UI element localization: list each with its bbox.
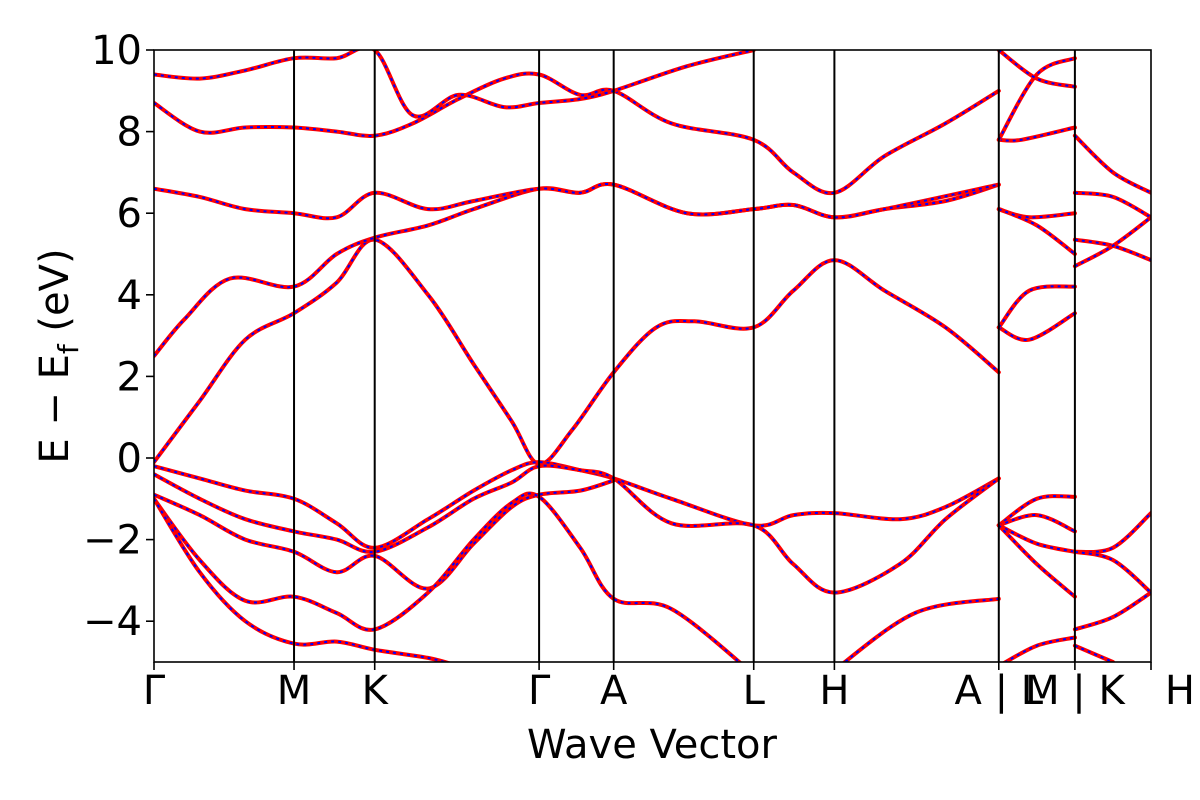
- band-dash-2: [154, 182, 1000, 220]
- y-tick-label: 10: [91, 28, 142, 74]
- band-line-27: [1072, 511, 1151, 554]
- y-tick-label: 0: [117, 436, 142, 482]
- x-tick-label: M: [277, 668, 312, 714]
- x-axis-ticks: Γ M K Γ A L H A | LM | K H: [143, 662, 1195, 714]
- band-dash-7: [154, 479, 614, 590]
- band-line-17: [996, 284, 1077, 330]
- band-line-4: [154, 50, 756, 119]
- band-dash-19: [998, 514, 1076, 533]
- y-tick-label: 8: [117, 110, 142, 156]
- band-dash-20: [998, 524, 1076, 553]
- y-tick-label: 6: [117, 191, 142, 237]
- bands-layer: [154, 50, 1151, 662]
- band-dash-9: [154, 498, 449, 662]
- band-line-23: [1072, 133, 1151, 195]
- band-dash-12: [997, 57, 1076, 141]
- band-line-18: [996, 494, 1077, 528]
- band-dash-24: [1074, 191, 1151, 219]
- y-tick-label: −4: [83, 599, 142, 645]
- band-dash-3: [154, 72, 1000, 195]
- x-tick-label: L: [743, 668, 766, 714]
- band-dash-30: [1074, 644, 1114, 662]
- band-line-13: [996, 50, 1077, 89]
- x-tick-label: H: [1165, 668, 1195, 714]
- band-dash-13: [998, 50, 1076, 88]
- band-dash-25: [1074, 238, 1151, 262]
- band-line-29: [1072, 590, 1151, 632]
- band-dash-23: [1074, 134, 1151, 194]
- band-line-12: [996, 56, 1077, 142]
- band-dash-10: [843, 597, 999, 662]
- band-dash-21: [998, 524, 1076, 598]
- band-dash-11: [998, 126, 1076, 142]
- band-line-24: [1072, 190, 1151, 220]
- x-tick-label: Γ: [143, 668, 166, 714]
- y-axis-title-main: E − E: [32, 354, 78, 464]
- y-axis-title: E − Ef (eV): [32, 248, 85, 463]
- band-dash-26: [1074, 216, 1151, 268]
- plot-frame: [153, 49, 1152, 663]
- band-line-6: [154, 463, 1001, 595]
- band-dash-15: [998, 208, 1076, 255]
- x-tick-label: A: [600, 668, 628, 714]
- y-tick-label: 2: [117, 354, 142, 400]
- band-dash-4: [154, 50, 754, 118]
- x-tick-label: K: [362, 668, 390, 714]
- band-dash-5: [154, 461, 1000, 549]
- band-dash-0: [154, 238, 1000, 466]
- band-dash-16: [998, 312, 1076, 341]
- y-tick-label: 4: [117, 273, 142, 319]
- y-axis-title-unit: (eV): [32, 248, 78, 344]
- band-line-0: [154, 237, 1001, 467]
- y-axis-title-sub: f: [52, 343, 85, 354]
- x-tick-label: A | L: [955, 668, 1044, 714]
- band-line-3: [154, 71, 1001, 196]
- x-axis-title: Wave Vector: [527, 722, 778, 768]
- band-line-2: [154, 181, 1001, 221]
- band-line-7: [154, 478, 616, 591]
- x-tick-label: Γ: [528, 668, 551, 714]
- band-line-25: [1072, 237, 1151, 263]
- y-axis-ticks: 10 8 6 4 2 0 −2 −4: [83, 28, 154, 645]
- x-tick-label: H: [819, 668, 849, 714]
- kpoint-lines: [293, 50, 1076, 662]
- y-tick-label: −2: [83, 518, 142, 564]
- band-line-28: [1072, 549, 1151, 595]
- band-dash-29: [1074, 591, 1151, 631]
- band-dash-28: [1074, 550, 1151, 594]
- x-tick-label: M | K: [1025, 668, 1126, 714]
- band-line-5: [154, 460, 1001, 550]
- band-line-10: [841, 596, 1001, 662]
